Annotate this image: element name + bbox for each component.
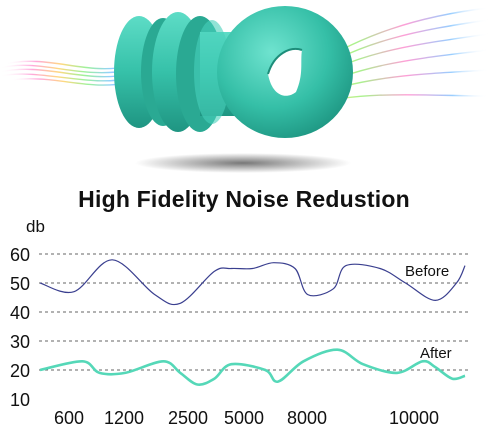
grid-lines: [39, 253, 468, 371]
earplug-icon: [114, 6, 353, 138]
y-axis-label: db: [26, 217, 45, 236]
series-label-before: Before: [405, 263, 449, 280]
y-tick-label: 40: [10, 303, 30, 323]
x-tick-label: 5000: [224, 408, 264, 427]
series-line-after: [39, 348, 466, 386]
x-tick-label: 10000: [389, 408, 439, 427]
y-tick-label: 30: [10, 332, 30, 352]
earplug-shadow: [135, 153, 351, 173]
y-axis-ticks: 60 50 40 30 20 10: [10, 245, 30, 410]
chart-title: High Fidelity Noise Redustion: [78, 186, 410, 212]
x-tick-label: 2500: [168, 408, 208, 427]
x-axis-ticks: 600 1200 2500 5000 8000 10000: [54, 408, 439, 427]
series-label-after: After: [420, 345, 452, 362]
y-tick-label: 50: [10, 274, 30, 294]
y-tick-label: 60: [10, 245, 30, 265]
y-tick-label: 10: [10, 390, 30, 410]
series-line-before: [39, 259, 466, 306]
x-tick-label: 8000: [287, 408, 327, 427]
chart-series: Before After: [39, 259, 466, 386]
earplug-hero-image: [0, 6, 488, 173]
x-tick-label: 1200: [104, 408, 144, 427]
x-tick-label: 600: [54, 408, 84, 427]
y-tick-label: 20: [10, 361, 30, 381]
